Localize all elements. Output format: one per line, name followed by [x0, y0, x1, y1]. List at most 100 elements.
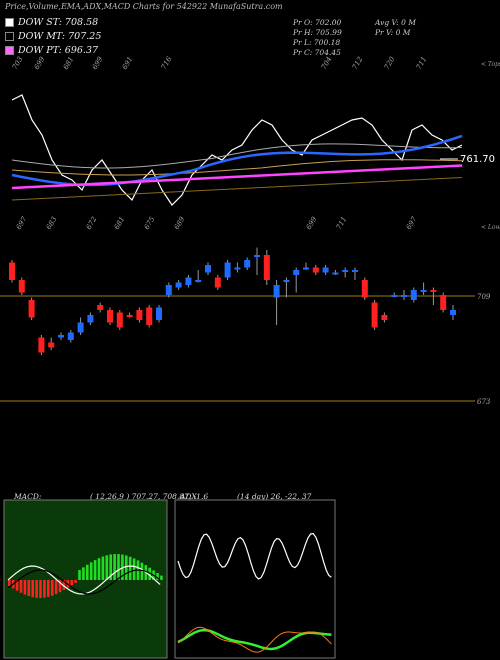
candle-body — [361, 280, 368, 298]
candle-body — [430, 290, 437, 292]
candle-body — [263, 255, 270, 280]
candle-body — [273, 285, 280, 298]
candle-body — [381, 315, 388, 320]
bottom-tick-label: 697 — [405, 215, 419, 231]
macd-hist-bar — [15, 580, 19, 591]
candle-body — [146, 307, 153, 325]
macd-hist-bar — [140, 562, 144, 580]
macd-hist-bar — [125, 555, 128, 580]
macd-hist-bar — [93, 560, 97, 580]
candle-body — [371, 302, 378, 328]
macd-hist-bar — [19, 580, 23, 593]
candle-body — [224, 262, 231, 278]
legend-label-pt: DOW PT: 696.37 — [18, 45, 99, 56]
macd-panel — [3, 499, 168, 659]
bottom-tick-label: 689 — [173, 215, 187, 231]
candle-body — [165, 285, 172, 295]
candle-body — [342, 270, 349, 272]
candle-body — [420, 290, 427, 292]
legend-swatch-st — [5, 18, 14, 27]
bottom-tick-label: 711 — [335, 215, 349, 231]
brown-ma-line — [11, 177, 463, 201]
top-tick-label: 691 — [121, 55, 135, 71]
level-label-709: 709 — [477, 293, 491, 301]
ema-lines — [11, 94, 463, 206]
macd-hist-bar — [109, 554, 112, 580]
adx-line — [177, 533, 332, 580]
macd-frame — [3, 499, 168, 659]
candle-body — [58, 335, 64, 338]
macd-hist-bar — [31, 580, 34, 598]
macd-signal-line — [7, 569, 161, 595]
top-tick-label: 699 — [91, 55, 105, 71]
adx-frame — [174, 499, 336, 659]
candle-body — [9, 262, 15, 280]
candle-body — [332, 272, 339, 275]
candle-body — [391, 295, 398, 297]
lows-caption: < Lows — [481, 224, 500, 231]
candle-body — [312, 267, 319, 273]
candle-body — [67, 332, 74, 340]
macd-hist-bar — [89, 562, 93, 580]
top-tick-label: 699 — [33, 55, 47, 71]
bottom-tick-label: 675 — [143, 215, 157, 231]
macd-hist-bar — [128, 556, 132, 580]
legend-dow-st: DOW ST: 708.58 — [5, 17, 98, 28]
candle-body — [254, 255, 260, 257]
macd-hist-bar — [156, 573, 159, 580]
macd-hist-bar — [78, 570, 81, 580]
macd-hist-bar — [43, 580, 46, 598]
magenta-ema-line — [11, 164, 463, 190]
candle-body — [77, 322, 84, 333]
adx-values: (14 day) 26, -22, 37 — [237, 492, 312, 501]
legend-dow-mt: DOW MT: 707.25 — [5, 31, 101, 42]
macd-hist-bar — [47, 580, 50, 597]
candle-body — [195, 280, 202, 282]
macd-hist-bar — [117, 554, 120, 580]
candlesticks: 709 673 — [0, 247, 491, 406]
macd-hist-bar — [62, 580, 66, 591]
macd-values: ( 12,26,9 ) 707.27, 708.87, -1.6 — [90, 492, 209, 501]
tan-ma-line — [11, 159, 463, 176]
macd-hist-bar — [86, 564, 89, 580]
candle-body — [401, 295, 407, 297]
macd-hist-bar — [113, 554, 116, 580]
candle-body — [234, 267, 241, 270]
legend-swatch-pt — [5, 46, 14, 55]
adx-panel — [174, 499, 336, 659]
candle-body — [48, 342, 55, 348]
candle-body — [214, 277, 221, 288]
top-tick-label: 716 — [160, 55, 174, 71]
candle-body — [126, 315, 133, 317]
candle-body — [303, 267, 309, 270]
macd-hist-bar — [54, 580, 58, 595]
macd-hist-bar — [35, 580, 38, 598]
tops-caption: < Tops — [481, 61, 500, 68]
ohlc-close: Pr C: 704.45 — [293, 48, 341, 57]
candle-body — [410, 290, 417, 300]
macd-hist-bar — [101, 556, 105, 580]
ohlc-open: Pr O: 702.00 — [293, 18, 342, 27]
candle-body — [107, 310, 113, 323]
ohlc-low: Pr L: 700.18 — [293, 38, 341, 47]
price-line — [11, 94, 463, 206]
candle-body — [450, 310, 456, 315]
avg-volume: Avg V: 0 M — [375, 18, 416, 27]
top-tick-label: 704 — [320, 55, 334, 71]
macd-hist-bar — [132, 558, 136, 580]
candle-body — [175, 282, 182, 288]
grey-ma-line — [11, 143, 463, 169]
candle-body — [244, 260, 251, 268]
macd-hist-bar — [23, 580, 27, 595]
legend-label-mt: DOW MT: 707.25 — [18, 31, 102, 42]
macd-label: MACD: — [14, 492, 42, 501]
candle-body — [28, 300, 35, 318]
candle-body — [440, 295, 447, 310]
candle-body — [18, 280, 25, 293]
macd-hist-bar — [97, 558, 101, 580]
macd-hist-bar — [148, 567, 151, 580]
candle-body — [116, 312, 123, 328]
top-tick-label: 720 — [383, 55, 397, 71]
bottom-tick-label: 683 — [45, 215, 59, 231]
macd-hist-bar — [27, 580, 31, 597]
